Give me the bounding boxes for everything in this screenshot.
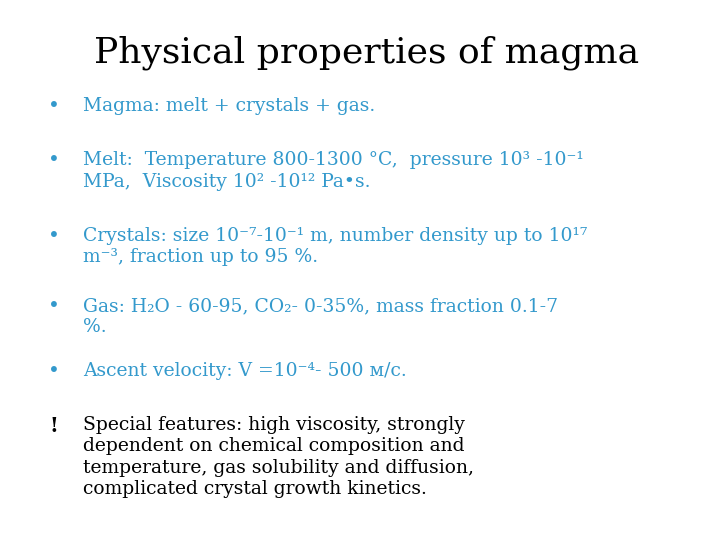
Text: •: • [48,297,60,316]
Text: •: • [48,227,60,246]
Text: •: • [48,362,60,381]
Text: Gas: H₂O - 60-95, CO₂- 0-35%, mass fraction 0.1-7
%.: Gas: H₂O - 60-95, CO₂- 0-35%, mass fract… [83,297,558,336]
Text: !: ! [50,416,58,436]
Text: Magma: melt + crystals + gas.: Magma: melt + crystals + gas. [83,97,375,115]
Text: Physical properties of magma: Physical properties of magma [94,35,639,70]
Text: Ascent velocity: V =10⁻⁴- 500 м/c.: Ascent velocity: V =10⁻⁴- 500 м/c. [83,362,407,380]
Text: Melt:  Temperature 800-1300 °C,  pressure 10³ -10⁻¹
MPa,  Viscosity 10² -10¹² Pa: Melt: Temperature 800-1300 °C, pressure … [83,151,583,191]
Text: •: • [48,151,60,170]
Text: Special features: high viscosity, strongly
dependent on chemical composition and: Special features: high viscosity, strong… [83,416,474,498]
Text: •: • [48,97,60,116]
Text: Crystals: size 10⁻⁷-10⁻¹ m, number density up to 10¹⁷
m⁻³, fraction up to 95 %.: Crystals: size 10⁻⁷-10⁻¹ m, number densi… [83,227,588,266]
